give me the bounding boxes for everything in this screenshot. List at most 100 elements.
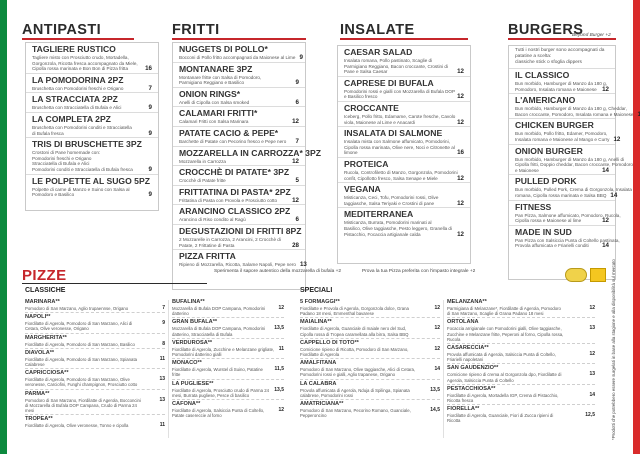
menu-item-name: CAPRESE DI BUFALA <box>344 77 434 88</box>
pizza-name: PESTACCHIOSA** <box>447 385 496 392</box>
description-line: taggiasche, Salsa Teriyaki e Crostini di… <box>344 200 435 206</box>
pizza-name: 5 FORMAGGI** <box>300 299 340 305</box>
menu-item-description: Basilico, Olive taggiasche, Pesto legger… <box>344 226 464 232</box>
pizza-item: MAIALINA** Fiordilatte di Agerola, Guanci… <box>300 318 440 339</box>
pizza-description: Fiordilatte di Agerola, Pomodoro di San … <box>25 377 138 388</box>
pizza-description-row: Fiordilatte di Agerola, Pomodoro di San … <box>25 377 165 388</box>
description-line: Ripieno di Mozzarella, Ricotta, Salame N… <box>179 262 296 268</box>
menu-item-description: confit, Cipollotto fresco, Salsa Senape … <box>344 175 464 182</box>
pizza-price: 8 <box>162 340 165 347</box>
menu-item-name: LA COMPLETA 2PZ <box>32 113 111 124</box>
menu-item-name-row: LA POMODORINA 2PZ <box>32 75 152 86</box>
menu-item: MOZZARELLA IN CARROZZA* 3PZ Mozzarella in… <box>173 147 321 167</box>
burger-item: ONION BURGER Bun morbido, Hamburger di Ma… <box>509 145 633 176</box>
pizza-description: Fiordilatte di Agerola, Pomodoro di San … <box>25 321 133 332</box>
description-line: Cipolla rossa e Maionese al lime <box>515 218 582 224</box>
description-line: Crostoni di Pane homemade con: <box>32 150 101 156</box>
burger-description: Bun morbido, Hamburger di Manzo da 180 g… <box>515 81 609 87</box>
pizza-description: Parmigiana di Melanzane*, Fiordilatte di… <box>447 306 561 317</box>
burger-price: 14 <box>602 242 609 250</box>
burger-name: IL CLASSICO <box>515 70 570 80</box>
menu-item-description: Iceberg, Pollo fritto, Edamame, Carote f… <box>344 114 464 120</box>
description-line: Pomodorini conditi e Stracciatella di Bu… <box>32 166 133 172</box>
pizza-item: MARINARA** Pomodoro di San Marzano, Aglio… <box>25 298 165 314</box>
burger-description: Pan Pizza, Salmone affumicato, Pomodoro,… <box>515 213 621 219</box>
menu-item-name-row: PIZZA FRITTA <box>179 251 299 262</box>
menu-item: VEGANA Misticanza, Ceci, Tofu, Pomodorini… <box>338 183 470 209</box>
description-line: Bun morbido, Pollo fritto, Edamer, Pomod… <box>515 131 608 137</box>
description-line: Insalata romana e Maionese al Mango e Cu… <box>515 136 610 142</box>
pizza-description-row: Fiordilatte di Agerola, Salsiccia Punta … <box>172 407 284 418</box>
menu-item-description: Polpette di carne di Manzo e Suino con S… <box>32 187 152 193</box>
fritti-title: FRITTI <box>172 22 220 38</box>
menu-item-price: 9 <box>299 54 303 61</box>
description-line: Bacon croccante, Pomodoro, Insalata roma… <box>515 111 634 117</box>
bufala-note: Sperimenta il sapore autentico della moz… <box>214 269 342 274</box>
burger-name-row: FITNESS <box>515 202 609 213</box>
menu-item-name-row: CAESAR SALAD <box>344 47 464 58</box>
pizza-name: CASARECCIA** <box>447 345 489 352</box>
menu-item-description: Crocchè di Patate fritte 5 <box>179 178 299 184</box>
description-line: Rucola, Controfiletto di Manzo, Gorgonzo… <box>344 169 458 175</box>
pizza-description-row: Pomodoro di San Marzano, Olive taggiasch… <box>300 367 440 378</box>
pizza-item: SAN GAUDENZIO** Cornicione ripieno di cre… <box>447 364 595 385</box>
description-line: Frittatina di Pasta con Provola e Prosci… <box>179 197 278 203</box>
pizza-description: Cornicione ripieno di Ricotta, Pomodoro … <box>300 346 409 358</box>
pizza-description: Fiordilatte di Agerola, Wurstel di Suino… <box>172 367 263 378</box>
pizza-name-row: PARMA** <box>25 391 165 398</box>
menu-item-name-row: INSALATA DI SALMONE <box>344 128 464 139</box>
pizza-description: Pomodoro di San Marzano, Aglio trupaenns… <box>25 306 129 311</box>
burger-description: Pomodoro, Insalata romana e Maionese 12 <box>515 85 609 93</box>
pizza-description-row: Fiordilatte di Agerola, Pomodoro di San … <box>25 320 165 332</box>
menu-item-name: CAESAR SALAD <box>344 47 413 57</box>
menu-item-description: Bruschetta con Pomodorini freschi e Orig… <box>32 85 152 92</box>
menu-item-description: viola, Maionese al Lime e Anacardi 12 <box>344 119 464 126</box>
pizza-name-row: MARGHERITA** <box>25 335 165 342</box>
menu-item-name-row: LA COMPLETA 2PZ <box>32 114 152 125</box>
description-line: Bun morbido, Hamburger di Manzo da 180 g… <box>515 81 607 86</box>
burger-item: L'AMERICANO Bun morbido, Hamburger di Man… <box>509 94 640 120</box>
menu-item-name-row: ONION RINGS* <box>179 89 299 100</box>
description-line: e Basilico fresco <box>344 94 378 100</box>
menu-item-price: 7 <box>295 137 299 145</box>
description-line: Stracciatella di Bufala e Alici <box>32 161 90 167</box>
left-green-stripe <box>0 0 7 454</box>
pizza-description: Focaccia arrigianale con Pomodorini gial… <box>447 326 564 342</box>
menu-item: CROCCHÈ DI PATATE* 3PZ Crocchè di Patate … <box>173 166 305 186</box>
menu-item: TRIS DI BRUSCHETTE 3PZ Crostoni di Pane h… <box>26 138 158 175</box>
pizza-name: MARGHERITA** <box>25 334 67 341</box>
menu-item-name: VEGANA <box>344 184 381 195</box>
menu-item: PIZZA FRITTA Ripieno di Mozzarella, Ricot… <box>173 250 307 269</box>
integrale-note: Prova la tua Pizza preferita con l'impas… <box>362 269 476 274</box>
menu-item-description: Pomodorini rossi e gialli con Mozzarella… <box>344 89 464 95</box>
description-line: Bun morbido, Hamburger di Manzo da 180 g… <box>515 156 625 162</box>
burger-price: 12 <box>602 85 609 93</box>
pizza-description-row: Focaccia arrigianale con Pomodorini gial… <box>447 326 595 342</box>
menu-item-description: Cipolla rossa marinata, Olive nere, Noci… <box>344 145 464 151</box>
burger-item: CHICKEN BURGER Bun morbido, Pollo fritto,… <box>509 119 620 145</box>
pizza-name: LA PUGLIESE** <box>172 380 214 387</box>
pizza-price: 13,5 <box>430 386 440 393</box>
pizza-description: Fiordilatte e Provola di Agerola, Gorgon… <box>300 306 409 317</box>
pizza-name-row: BUFALINA** <box>172 299 284 306</box>
pizza-price: 11,5 <box>274 366 284 373</box>
pizza-name: MELANZANA** <box>447 299 487 305</box>
menu-item-name-row: VEGANA <box>344 184 464 195</box>
burgers-underline <box>508 38 616 40</box>
pizza-description: Mozzarella di Bufala DOP Campana, Pomodo… <box>172 326 266 337</box>
pizza-item: CAPPELLO DI TOTO** Cornicione ripieno di … <box>300 339 440 360</box>
burger-description: Bun morbido, Pulled Pork, Crema di Gorgo… <box>515 187 632 193</box>
pizza-item: MARGHERITA** Fiordilatte di Agerola, Pomo… <box>25 334 165 349</box>
description-line: Bruschetta con Pomodorini freschi e Orig… <box>32 85 124 91</box>
pizza-price: 12 <box>434 305 440 311</box>
pizza-name-row: CAPRICCIOSA** <box>25 370 165 377</box>
pizza-name: AMATRICIANA** <box>300 401 344 408</box>
pizza-description-row: Fiordilatte di Agerola, Pomodoro di San … <box>25 356 165 367</box>
menu-item-price: 9 <box>148 191 152 199</box>
menu-item-name-row: MEDITERRANEA <box>344 209 464 220</box>
intro-line: classiche stick o sfoglia dippers <box>515 60 582 65</box>
pizza-price: 12 <box>589 305 595 311</box>
pizza-name: FIORELLA** <box>447 406 480 413</box>
menu-item-name: TAGLIERE RUSTICO <box>32 44 116 54</box>
burger-description: Bun morbido, Hamburger di Manzo da 180 g… <box>515 157 624 163</box>
